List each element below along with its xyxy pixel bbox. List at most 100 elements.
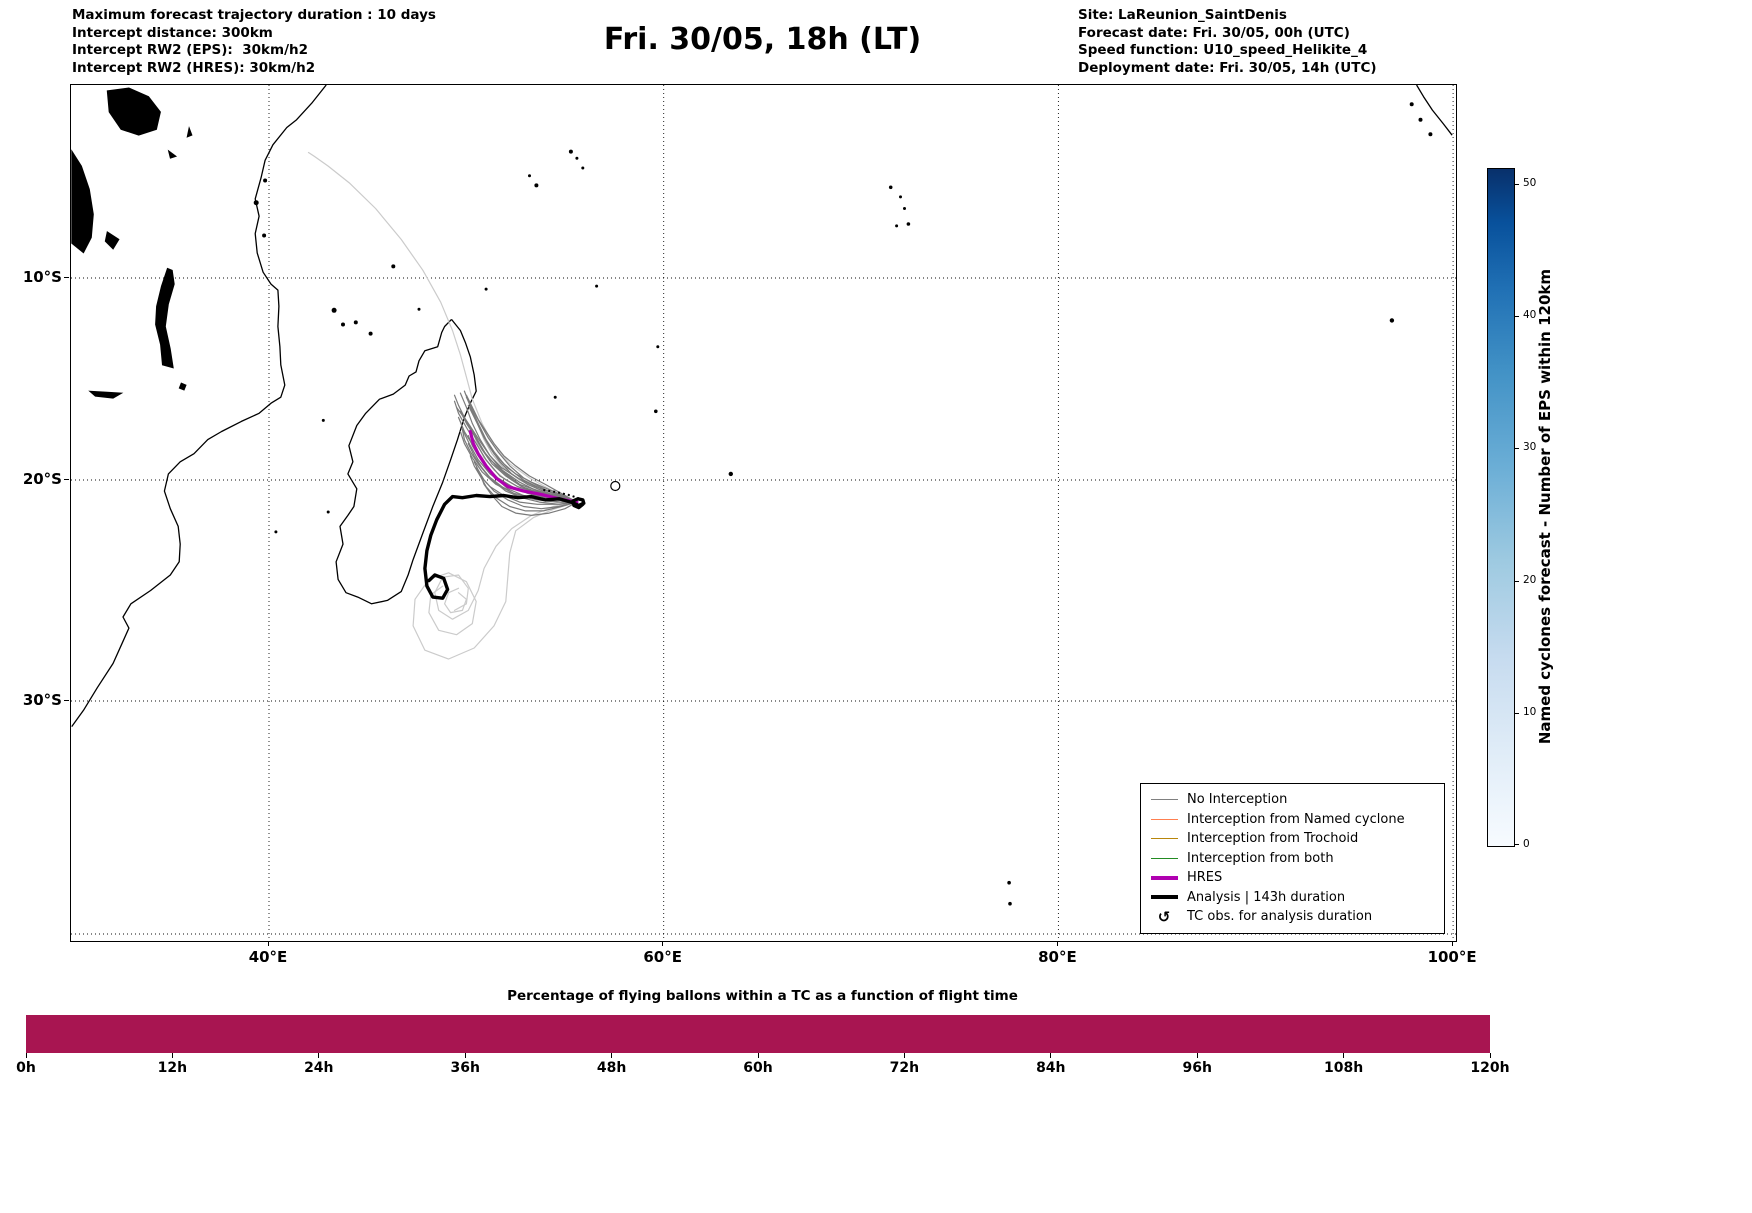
- bottom-tickmark: [1196, 1053, 1198, 1058]
- bottom-tickmark: [318, 1053, 320, 1058]
- island-dot: [1007, 880, 1011, 885]
- legend-line: [1150, 895, 1178, 900]
- x-tickmark: [1451, 941, 1453, 946]
- eps_gray-trajectory: [473, 461, 578, 510]
- tc-percentage-bar: [26, 1015, 1490, 1053]
- island-dot: [262, 233, 267, 238]
- x-tickmark: [662, 941, 664, 946]
- map-legend: No Interception Interception from Named c…: [1140, 783, 1445, 934]
- flight-time-tick-label: 72h: [889, 1060, 920, 1076]
- map-y-tickmarks: [64, 84, 70, 940]
- island-dot: [368, 331, 373, 336]
- legend-label: HRES: [1187, 870, 1223, 886]
- legend-line-sample: [1150, 857, 1178, 859]
- island-dot: [353, 320, 358, 325]
- lake-malawi: [155, 267, 175, 369]
- site-info-block: Site: LaReunion_SaintDenis Forecast date…: [1078, 7, 1377, 77]
- legend-line: [1150, 799, 1178, 801]
- forecast-date-text: Forecast date: Fri. 30/05, 00h (UTC): [1078, 24, 1350, 41]
- lake-victoria: [106, 87, 161, 136]
- bottom-tickmark: [611, 1053, 613, 1058]
- madagascar-coastline: [335, 318, 477, 605]
- bottom-chart-title: Percentage of flying ballons within a TC…: [507, 988, 1018, 1004]
- legend-label: TC obs. for analysis duration: [1187, 909, 1373, 925]
- legend-label: Interception from Named cyclone: [1187, 811, 1405, 827]
- flight-time-tick-label: 48h: [596, 1060, 627, 1076]
- legend-line: [1150, 838, 1178, 840]
- lake-eyasi: [167, 149, 178, 159]
- island-dot: [1389, 318, 1395, 323]
- map-longitude-ticks: 40°E 60°E 80°E 100°E: [70, 948, 1477, 970]
- island-dot: [906, 222, 911, 226]
- legend-line-sample: [1150, 818, 1178, 820]
- colorbar-tickmark: [1515, 448, 1519, 450]
- bottom-tickmark: [171, 1053, 173, 1058]
- colorbar-tick-label: 30: [1523, 441, 1537, 454]
- eps_gray-trajectory: [479, 473, 578, 516]
- analysis-trajectory: [423, 493, 586, 600]
- eps_gray-trajectory: [453, 400, 578, 503]
- island-dot: [728, 471, 733, 477]
- flight-time-tick-label: 60h: [743, 1060, 773, 1076]
- island-dot: [553, 395, 557, 399]
- island-dot: [331, 307, 337, 313]
- island-dot: [899, 195, 902, 199]
- trajectory-map: [70, 84, 1457, 942]
- bottom-axis-tickmarks: [0, 1053, 1752, 1059]
- bottom-tickmark: [757, 1053, 759, 1058]
- tc-obs-track: [543, 488, 584, 501]
- legend-label: No Interception: [1187, 792, 1288, 808]
- island-dot: [654, 409, 658, 414]
- island-dot: [391, 264, 396, 269]
- colorbar-tickmark: [1515, 580, 1519, 582]
- island-dot: [903, 207, 906, 210]
- sumatra-coastline: [1416, 85, 1453, 136]
- lake-natron: [186, 126, 193, 138]
- tc-obs-icon: ↺: [1157, 907, 1171, 926]
- flight-time-tick-label: 84h: [1036, 1060, 1066, 1076]
- island-dot: [888, 185, 893, 190]
- legend-item: Interception from Trochoid: [1150, 829, 1435, 849]
- figure-title: Fri. 30/05, 18h (LT): [603, 22, 922, 57]
- legend-item: Interception from Named cyclone: [1150, 810, 1435, 830]
- latitude-tick-label: 30°S: [22, 691, 62, 709]
- longitude-tick-label: 40°E: [248, 948, 288, 966]
- colorbar-tick-label: 0: [1523, 838, 1530, 850]
- intercept-rw2-eps-text: Intercept RW2 (EPS): 30km/h2: [72, 42, 308, 58]
- legend-line: [1150, 818, 1178, 820]
- site-text: Site: LaReunion_SaintDenis: [1078, 7, 1287, 23]
- map-latitude-ticks: 10°S 20°S 30°S: [0, 84, 62, 940]
- eps_gray-trajectory: [463, 390, 578, 503]
- legend-line-sample: [1150, 838, 1178, 840]
- map-x-tickmarks: [70, 941, 1455, 947]
- bottom-tickmark: [903, 1053, 905, 1058]
- island-dot: [534, 183, 539, 188]
- longitude-tick-label: 60°E: [643, 948, 682, 966]
- y-tickmark: [64, 276, 69, 278]
- island-dot: [341, 322, 345, 327]
- eps_gray-trajectory: [465, 394, 578, 503]
- eps_faint-trajectory: [412, 501, 578, 660]
- island-dot: [1008, 901, 1012, 906]
- island-dot: [484, 287, 488, 291]
- longitude-tick-label: 100°E: [1427, 948, 1477, 966]
- cahora-bassa: [88, 390, 124, 399]
- flight-time-tick-label: 108h: [1323, 1060, 1364, 1076]
- legend-item: No Interception: [1150, 790, 1435, 810]
- colorbar-tickmark: [1515, 183, 1519, 185]
- island-dot: [1428, 132, 1433, 137]
- forecast-parameters-block: Maximum forecast trajectory duration : 1…: [72, 7, 436, 77]
- island-dot: [575, 156, 579, 160]
- eps_gray-trajectory: [459, 392, 578, 503]
- deployment-date-text: Deployment date: Fri. 30/05, 14h (UTC): [1078, 59, 1377, 76]
- island-dot: [326, 510, 330, 514]
- lake-rukwa: [104, 231, 120, 250]
- island-dot: [263, 178, 268, 183]
- legend-item: Interception from both: [1150, 849, 1435, 869]
- bottom-tickmark: [1050, 1053, 1052, 1058]
- lake-tanganyika: [71, 149, 94, 254]
- colorbar-tickmark: [1515, 712, 1519, 714]
- speed-function-text: Speed function: U10_speed_Helikite_4: [1078, 42, 1368, 58]
- intercept-rw2-hres-text: Intercept RW2 (HRES): 30km/h2: [72, 59, 316, 76]
